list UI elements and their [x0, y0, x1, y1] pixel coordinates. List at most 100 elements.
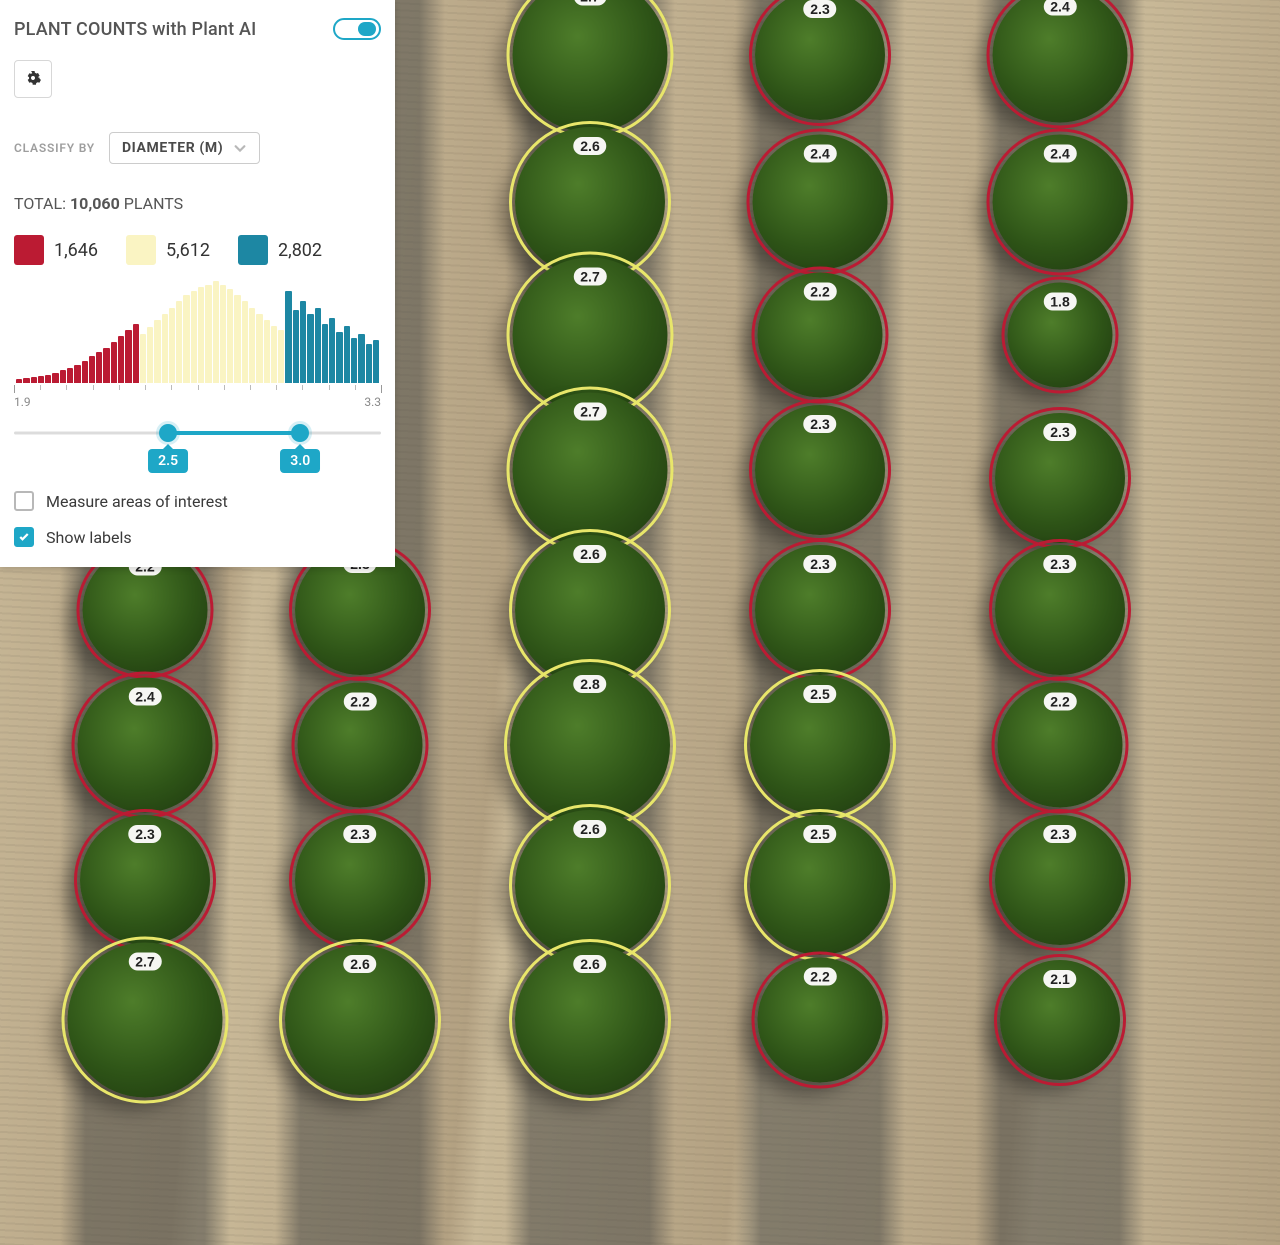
- dropdown-value: DIAMETER (M): [122, 140, 223, 156]
- plant-marker[interactable]: 2.5: [750, 815, 890, 955]
- plant-marker[interactable]: 2.4: [78, 678, 213, 813]
- plant-marker[interactable]: 2.5: [750, 675, 890, 815]
- histogram-bar: [125, 330, 131, 383]
- histogram-bar: [322, 324, 328, 383]
- histogram-bar: [315, 308, 321, 383]
- plant-label: 2.6: [573, 137, 606, 155]
- plant-label: 2.4: [803, 145, 836, 163]
- plant-marker[interactable]: 2.3: [80, 815, 210, 945]
- histogram-bar: [162, 314, 168, 383]
- histogram-bar: [220, 285, 226, 383]
- plant-marker[interactable]: 2.7: [513, 0, 668, 133]
- histogram-bar: [213, 281, 219, 383]
- plant-marker[interactable]: 2.3: [295, 815, 425, 945]
- plant-marker[interactable]: 2.2: [758, 958, 883, 1083]
- plant-label: 2.3: [803, 0, 836, 18]
- plant-label: 2.6: [573, 820, 606, 838]
- legend: 1,6465,6122,802: [14, 235, 381, 265]
- plant-marker[interactable]: 2.7: [513, 393, 668, 548]
- plant-marker[interactable]: 2.3: [995, 815, 1125, 945]
- plant-label: 2.5: [803, 685, 836, 703]
- plant-marker[interactable]: 2.3: [755, 545, 885, 675]
- plant-marker[interactable]: 2.2: [298, 683, 423, 808]
- histogram-bar: [103, 348, 109, 383]
- plant-marker[interactable]: 2.2: [758, 273, 883, 398]
- plant-marker[interactable]: 2.3: [755, 405, 885, 535]
- measure-areas-checkbox[interactable]: Measure areas of interest: [14, 491, 381, 511]
- plant-label: 2.5: [803, 825, 836, 843]
- histogram-bar: [366, 344, 372, 383]
- plant-marker[interactable]: 2.7: [68, 943, 223, 1098]
- histogram-bar: [133, 324, 139, 383]
- histogram-bar: [351, 338, 357, 383]
- plant-label: 2.4: [1043, 0, 1076, 16]
- histogram-bar: [38, 376, 44, 383]
- plant-label: 2.3: [803, 555, 836, 573]
- plant-label: 2.4: [1043, 145, 1076, 163]
- settings-button[interactable]: [14, 60, 52, 98]
- histogram-bar: [336, 332, 342, 383]
- checkbox-icon: [14, 527, 34, 547]
- total-plants: TOTAL: 10,060 PLANTS: [14, 194, 381, 213]
- plant-label: 2.4: [128, 688, 161, 706]
- slider-value-low: 2.5: [148, 449, 188, 473]
- histogram-bar: [344, 326, 350, 383]
- histogram-bar: [205, 285, 211, 383]
- plant-label: 2.7: [573, 268, 606, 286]
- plant-label: 2.8: [573, 675, 606, 693]
- histogram-bar: [16, 379, 22, 383]
- plant-marker[interactable]: 2.6: [515, 810, 665, 960]
- histogram-bar: [307, 314, 313, 383]
- histogram-bar: [82, 361, 88, 383]
- histogram-bar: [67, 368, 73, 383]
- slider-handle-high[interactable]: [291, 424, 309, 442]
- histogram-bar: [234, 295, 240, 383]
- histogram-bar: [89, 356, 95, 383]
- histogram-bar: [198, 287, 204, 383]
- plant-marker[interactable]: 2.8: [510, 665, 670, 825]
- plant-label: 2.6: [573, 955, 606, 973]
- histogram[interactable]: [14, 281, 381, 383]
- plant-label: 2.3: [1043, 423, 1076, 441]
- histogram-bar: [242, 301, 248, 383]
- slider-handle-low[interactable]: [159, 424, 177, 442]
- legend-value: 2,802: [278, 240, 322, 261]
- panel-toggle[interactable]: [333, 18, 381, 40]
- plant-marker[interactable]: 2.4: [993, 135, 1128, 270]
- histogram-bar: [373, 340, 379, 383]
- plant-label: 2.2: [803, 968, 836, 986]
- plant-label: 2.3: [128, 825, 161, 843]
- measure-areas-label: Measure areas of interest: [46, 492, 228, 511]
- histogram-bar: [183, 295, 189, 383]
- plant-marker[interactable]: 1.8: [1008, 283, 1113, 388]
- slider-value-high: 3.0: [280, 449, 320, 473]
- histogram-bar: [169, 308, 175, 383]
- histogram-bar: [52, 373, 58, 383]
- show-labels-checkbox[interactable]: Show labels: [14, 527, 381, 547]
- classify-by-dropdown[interactable]: DIAMETER (M): [109, 132, 260, 164]
- histogram-bar: [147, 327, 153, 383]
- plant-marker[interactable]: 2.3: [755, 0, 885, 120]
- histogram-bar: [264, 320, 270, 383]
- plant-marker[interactable]: 2.3: [995, 545, 1125, 675]
- plant-marker[interactable]: 2.2: [998, 683, 1123, 808]
- plant-marker[interactable]: 2.6: [285, 945, 435, 1095]
- plant-marker[interactable]: 2.4: [993, 0, 1128, 123]
- range-slider[interactable]: 2.5 3.0: [14, 423, 381, 443]
- histogram-bar: [31, 377, 37, 383]
- plant-marker[interactable]: 2.4: [753, 135, 888, 270]
- legend-value: 5,612: [166, 240, 210, 261]
- legend-swatch: [238, 235, 268, 265]
- plant-marker[interactable]: 2.3: [995, 413, 1125, 543]
- plant-marker[interactable]: 2.6: [515, 945, 665, 1095]
- histogram-bar: [154, 320, 160, 383]
- classify-by-label: CLASSIFY BY: [14, 141, 95, 155]
- histogram-bar: [96, 352, 102, 383]
- histogram-bar: [111, 342, 117, 383]
- checkbox-icon: [14, 491, 34, 511]
- slider-fill: [168, 431, 300, 435]
- histogram-bar: [60, 370, 66, 383]
- histogram-bar: [249, 308, 255, 383]
- histogram-bar: [285, 291, 291, 383]
- plant-marker[interactable]: 2.1: [1000, 960, 1120, 1080]
